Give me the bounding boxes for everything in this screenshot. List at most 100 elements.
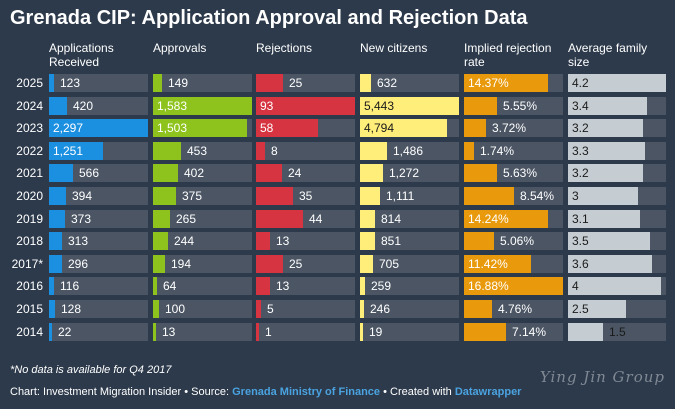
- value-label-applications: 394: [72, 189, 93, 203]
- bar-track: [153, 323, 252, 341]
- datawrapper-link[interactable]: Datawrapper: [454, 386, 522, 398]
- column-header-rejection-rate: Implied rejection rate: [464, 41, 552, 69]
- bar-applications: [49, 119, 148, 137]
- value-label-approvals: 1,503: [157, 121, 188, 135]
- year-label: 2018: [16, 234, 43, 248]
- watermark: Ying Jin Group: [539, 368, 665, 386]
- value-label-new-citizens: 4,794: [364, 121, 395, 135]
- value-label-rejections: 25: [289, 76, 303, 90]
- bar-rejection-rate: [464, 142, 474, 160]
- bar-new-citizens: [360, 119, 447, 137]
- value-label-family-size: 4: [572, 279, 579, 293]
- bar-rejection-rate: [464, 277, 563, 295]
- value-label-approvals: 265: [176, 212, 197, 226]
- bar-track: [153, 187, 252, 205]
- bar-approvals: [153, 277, 157, 295]
- year-label: 2015: [16, 302, 43, 316]
- bar-approvals: [153, 255, 165, 273]
- bar-track: [49, 210, 148, 228]
- bar-family-size: [568, 164, 643, 182]
- bar-applications: [49, 142, 103, 160]
- value-label-rejection-rate: 16.88%: [468, 279, 509, 293]
- bar-track: [49, 300, 148, 318]
- bar-new-citizens: [360, 232, 375, 250]
- source-link[interactable]: Grenada Ministry of Finance: [232, 386, 381, 398]
- value-label-family-size: 2.5: [572, 302, 589, 316]
- bar-track: [360, 74, 459, 92]
- bar-track: [153, 232, 252, 250]
- bar-track: [49, 277, 148, 295]
- bar-track: [49, 255, 148, 273]
- bar-new-citizens: [360, 187, 380, 205]
- value-label-approvals: 13: [162, 325, 176, 339]
- value-label-new-citizens: 705: [379, 257, 400, 271]
- value-label-rejections: 44: [309, 212, 323, 226]
- value-label-rejection-rate: 11.42%: [468, 257, 508, 271]
- value-label-approvals: 64: [163, 279, 177, 293]
- value-label-approvals: 100: [165, 302, 186, 316]
- value-label-rejections: 24: [288, 166, 302, 180]
- bar-family-size: [568, 277, 661, 295]
- value-label-new-citizens: 851: [381, 234, 402, 248]
- year-label: 2016: [16, 279, 43, 293]
- bar-family-size: [568, 323, 603, 341]
- bar-rejections: [256, 187, 293, 205]
- bar-rejection-rate: [464, 323, 506, 341]
- bar-rejection-rate: [464, 232, 494, 250]
- bar-track: [360, 255, 459, 273]
- value-label-approvals: 375: [182, 189, 203, 203]
- value-label-rejections: 5: [267, 302, 274, 316]
- value-label-rejection-rate: 5.06%: [500, 234, 535, 248]
- value-label-family-size: 3.1: [572, 212, 589, 226]
- bar-track: [49, 164, 148, 182]
- value-label-family-size: 3.4: [572, 99, 589, 113]
- value-label-rejection-rate: 3.72%: [492, 121, 527, 135]
- bar-new-citizens: [360, 323, 363, 341]
- value-label-family-size: 3.5: [572, 234, 589, 248]
- bar-track: [360, 300, 459, 318]
- value-label-rejection-rate: 1.74%: [480, 144, 515, 158]
- value-label-rejections: 35: [299, 189, 313, 203]
- bar-approvals: [153, 142, 181, 160]
- bar-track: [360, 187, 459, 205]
- credits: Chart: Investment Migration Insider • So…: [10, 386, 521, 398]
- value-label-applications: 313: [68, 234, 89, 248]
- column-header-family-size: Average family size: [568, 41, 648, 69]
- bar-track: [360, 210, 459, 228]
- bar-track: [49, 74, 148, 92]
- bar-new-citizens: [360, 142, 387, 160]
- bar-approvals: [153, 232, 168, 250]
- value-label-rejections: 58: [260, 121, 274, 135]
- bar-rejections: [256, 277, 270, 295]
- bar-track: [360, 277, 459, 295]
- year-label: 2017*: [11, 257, 43, 271]
- value-label-family-size: 3.3: [572, 144, 589, 158]
- bar-applications: [49, 164, 73, 182]
- bar-track: [256, 232, 355, 250]
- column-header-rejections: Rejections: [256, 41, 313, 55]
- value-label-rejections: 13: [276, 234, 290, 248]
- value-label-family-size: 1.5: [609, 325, 626, 339]
- value-label-rejections: 25: [289, 257, 303, 271]
- value-label-approvals: 244: [174, 234, 195, 248]
- value-label-new-citizens: 1,111: [386, 189, 415, 203]
- value-label-rejections: 13: [276, 279, 290, 293]
- value-label-rejection-rate: 7.14%: [512, 325, 547, 339]
- bar-applications: [49, 255, 62, 273]
- bar-applications: [49, 232, 62, 250]
- bar-rejection-rate: [464, 97, 497, 115]
- bar-rejection-rate: [464, 187, 514, 205]
- bar-rejections: [256, 142, 265, 160]
- year-label: 2019: [16, 212, 43, 226]
- bar-track: [256, 323, 355, 341]
- bar-track: [49, 232, 148, 250]
- bar-applications: [49, 300, 55, 318]
- value-label-rejections: 1: [265, 325, 272, 339]
- bar-family-size: [568, 97, 647, 115]
- column-header-new-citizens: New citizens: [360, 41, 428, 55]
- bar-track: [256, 300, 355, 318]
- bar-family-size: [568, 232, 650, 250]
- value-label-rejections: 93: [260, 99, 274, 113]
- bar-new-citizens: [360, 210, 375, 228]
- value-label-family-size: 3.2: [572, 166, 589, 180]
